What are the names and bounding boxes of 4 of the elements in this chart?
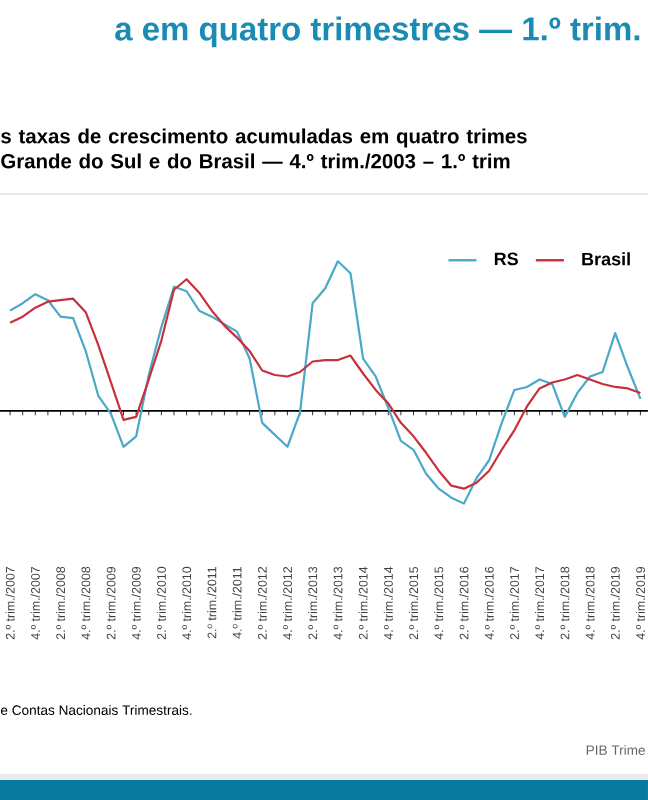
- chart-subtitle: s taxas de crescimento acumuladas em quatro trimes Grande do Sul e do Brasil — 4.º trim./2003 – 1.º trim: [1, 128, 527, 169]
- legend-label: Brasil: [582, 252, 630, 266]
- chart-title: a em quatro trimestres — 1.º trim.: [115, 16, 640, 48]
- legend-label: RS: [494, 252, 518, 266]
